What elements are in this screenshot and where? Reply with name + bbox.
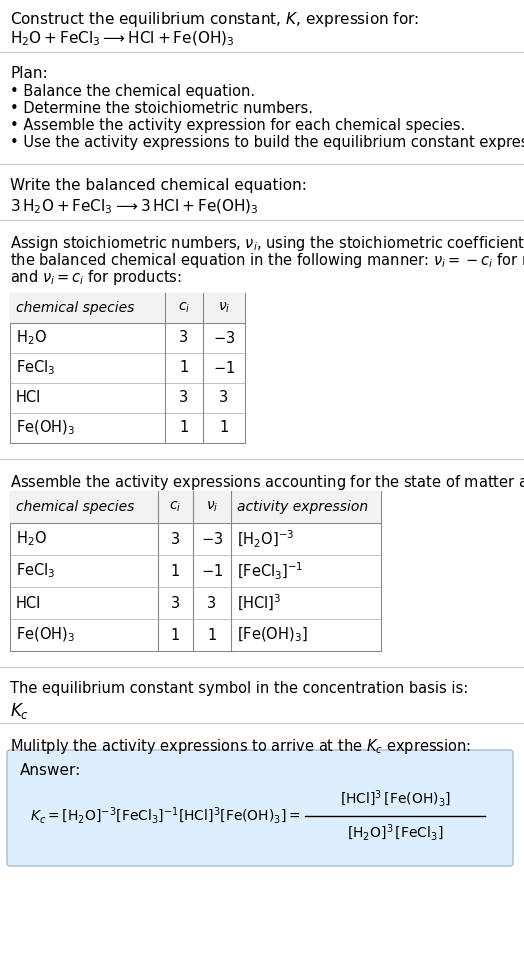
- Text: $-1$: $-1$: [201, 563, 223, 579]
- Text: $\mathrm{FeCl_3}$: $\mathrm{FeCl_3}$: [16, 359, 56, 377]
- Text: 1: 1: [179, 361, 189, 376]
- Text: • Assemble the activity expression for each chemical species.: • Assemble the activity expression for e…: [10, 118, 465, 133]
- Text: 3: 3: [208, 596, 216, 611]
- Text: $\nu_i$: $\nu_i$: [206, 500, 218, 514]
- Text: and $\nu_i = c_i$ for products:: and $\nu_i = c_i$ for products:: [10, 268, 182, 287]
- Text: Assign stoichiometric numbers, $\nu_i$, using the stoichiometric coefficients, $: Assign stoichiometric numbers, $\nu_i$, …: [10, 234, 524, 253]
- Text: 1: 1: [171, 627, 180, 643]
- Text: Plan:: Plan:: [10, 66, 48, 81]
- Text: • Balance the chemical equation.: • Balance the chemical equation.: [10, 84, 255, 99]
- Text: 1: 1: [220, 420, 228, 435]
- Text: $\mathrm{H_2O}$: $\mathrm{H_2O}$: [16, 329, 47, 347]
- Text: $c_i$: $c_i$: [169, 500, 182, 514]
- Text: Write the balanced chemical equation:: Write the balanced chemical equation:: [10, 178, 307, 193]
- Text: $[\mathrm{HCl}]^3\,[\mathrm{Fe(OH)_3}]$: $[\mathrm{HCl}]^3\,[\mathrm{Fe(OH)_3}]$: [340, 789, 451, 809]
- Text: Answer:: Answer:: [20, 763, 81, 778]
- Text: $-1$: $-1$: [213, 360, 235, 376]
- Text: $[\mathrm{H_2O}]^{-3}$: $[\mathrm{H_2O}]^{-3}$: [237, 528, 294, 550]
- Text: • Determine the stoichiometric numbers.: • Determine the stoichiometric numbers.: [10, 101, 313, 116]
- Text: Assemble the activity expressions accounting for the state of matter and $\nu_i$: Assemble the activity expressions accoun…: [10, 473, 524, 492]
- Text: The equilibrium constant symbol in the concentration basis is:: The equilibrium constant symbol in the c…: [10, 681, 468, 696]
- Text: $\mathrm{H_2O}$: $\mathrm{H_2O}$: [16, 529, 47, 549]
- Text: 3: 3: [171, 596, 180, 611]
- Text: $K_c$: $K_c$: [10, 701, 29, 721]
- Text: 3: 3: [171, 531, 180, 547]
- Text: activity expression: activity expression: [237, 500, 368, 514]
- Text: $[\mathrm{H_2O}]^3\,[\mathrm{FeCl_3}]$: $[\mathrm{H_2O}]^3\,[\mathrm{FeCl_3}]$: [347, 823, 443, 843]
- Text: 3: 3: [179, 331, 189, 345]
- Text: Mulitply the activity expressions to arrive at the $K_c$ expression:: Mulitply the activity expressions to arr…: [10, 737, 471, 756]
- Bar: [10, 491, 381, 651]
- Text: $c_i$: $c_i$: [178, 301, 190, 316]
- FancyBboxPatch shape: [7, 750, 513, 866]
- Text: HCl: HCl: [16, 390, 41, 406]
- Text: $-3$: $-3$: [201, 531, 223, 547]
- Text: $\mathrm{Fe(OH)_3}$: $\mathrm{Fe(OH)_3}$: [16, 626, 75, 644]
- Bar: [10, 491, 381, 523]
- Text: 1: 1: [171, 564, 180, 578]
- Text: HCl: HCl: [16, 596, 41, 611]
- Text: $3\,\mathrm{H_2O} + \mathrm{FeCl_3} \longrightarrow 3\,\mathrm{HCl} + \mathrm{Fe: $3\,\mathrm{H_2O} + \mathrm{FeCl_3} \lon…: [10, 198, 259, 217]
- Text: chemical species: chemical species: [16, 301, 134, 315]
- Bar: [10, 293, 245, 443]
- Text: chemical species: chemical species: [16, 500, 134, 514]
- Text: $[\mathrm{Fe(OH)_3}]$: $[\mathrm{Fe(OH)_3}]$: [237, 626, 308, 644]
- Text: Construct the equilibrium constant, $K$, expression for:: Construct the equilibrium constant, $K$,…: [10, 10, 419, 29]
- Text: $[\mathrm{HCl}]^3$: $[\mathrm{HCl}]^3$: [237, 593, 281, 613]
- Text: $\mathrm{H_2O} + \mathrm{FeCl_3}\longrightarrow \mathrm{HCl} + \mathrm{Fe(OH)_3}: $\mathrm{H_2O} + \mathrm{FeCl_3}\longrig…: [10, 30, 234, 48]
- Text: 3: 3: [220, 390, 228, 406]
- Bar: [10, 293, 245, 323]
- Text: $\mathrm{Fe(OH)_3}$: $\mathrm{Fe(OH)_3}$: [16, 419, 75, 437]
- Text: $-3$: $-3$: [213, 330, 235, 346]
- Text: 1: 1: [208, 627, 216, 643]
- Text: 1: 1: [179, 420, 189, 435]
- Text: $\nu_i$: $\nu_i$: [218, 301, 230, 316]
- Text: 3: 3: [179, 390, 189, 406]
- Text: $K_c = [\mathrm{H_2O}]^{-3}[\mathrm{FeCl_3}]^{-1}[\mathrm{HCl}]^3[\mathrm{Fe(OH): $K_c = [\mathrm{H_2O}]^{-3}[\mathrm{FeCl…: [30, 806, 301, 827]
- Text: the balanced chemical equation in the following manner: $\nu_i = -c_i$ for react: the balanced chemical equation in the fo…: [10, 251, 524, 270]
- Text: $[\mathrm{FeCl_3}]^{-1}$: $[\mathrm{FeCl_3}]^{-1}$: [237, 560, 303, 581]
- Text: • Use the activity expressions to build the equilibrium constant expression.: • Use the activity expressions to build …: [10, 135, 524, 150]
- Text: $\mathrm{FeCl_3}$: $\mathrm{FeCl_3}$: [16, 562, 56, 580]
